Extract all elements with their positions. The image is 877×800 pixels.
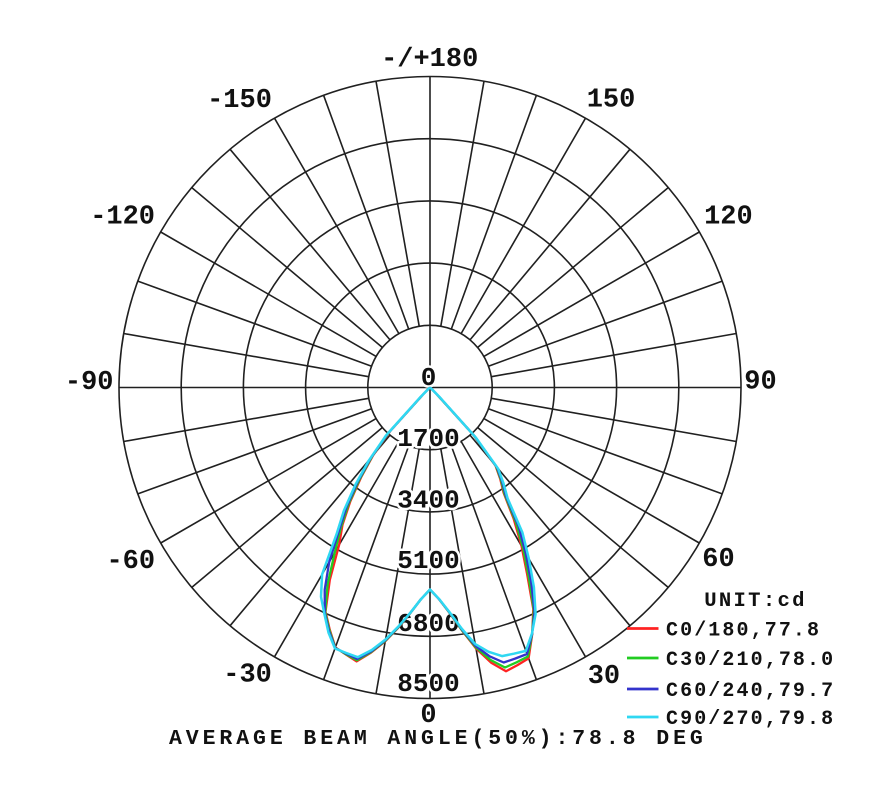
svg-text:C90/270,79.8: C90/270,79.8 (666, 708, 835, 731)
svg-text:8500: 8500 (397, 669, 459, 699)
svg-text:5100: 5100 (397, 546, 459, 576)
svg-text:1700: 1700 (397, 424, 459, 454)
svg-text:AVERAGE BEAM ANGLE(50%):78.8 D: AVERAGE BEAM ANGLE(50%):78.8 DEG (169, 727, 707, 751)
svg-text:-30: -30 (223, 661, 272, 691)
svg-text:C0/180,77.8: C0/180,77.8 (666, 620, 821, 643)
svg-text:90: 90 (744, 367, 776, 397)
svg-text:150: 150 (587, 86, 636, 116)
svg-text:C30/210,78.0: C30/210,78.0 (666, 649, 835, 672)
svg-text:-/+180: -/+180 (381, 45, 478, 75)
svg-text:-60: -60 (106, 547, 155, 577)
svg-text:120: 120 (704, 203, 753, 233)
svg-text:30: 30 (588, 662, 620, 692)
svg-text:C60/240,79.7: C60/240,79.7 (666, 680, 835, 703)
svg-text:-150: -150 (207, 86, 272, 116)
svg-text:3400: 3400 (397, 486, 459, 516)
svg-text:0: 0 (421, 363, 437, 393)
svg-text:-120: -120 (90, 202, 155, 232)
svg-text:UNIT:cd: UNIT:cd (704, 590, 807, 613)
svg-text:-90: -90 (65, 368, 114, 398)
svg-text:60: 60 (702, 545, 734, 575)
svg-text:0: 0 (420, 701, 436, 731)
